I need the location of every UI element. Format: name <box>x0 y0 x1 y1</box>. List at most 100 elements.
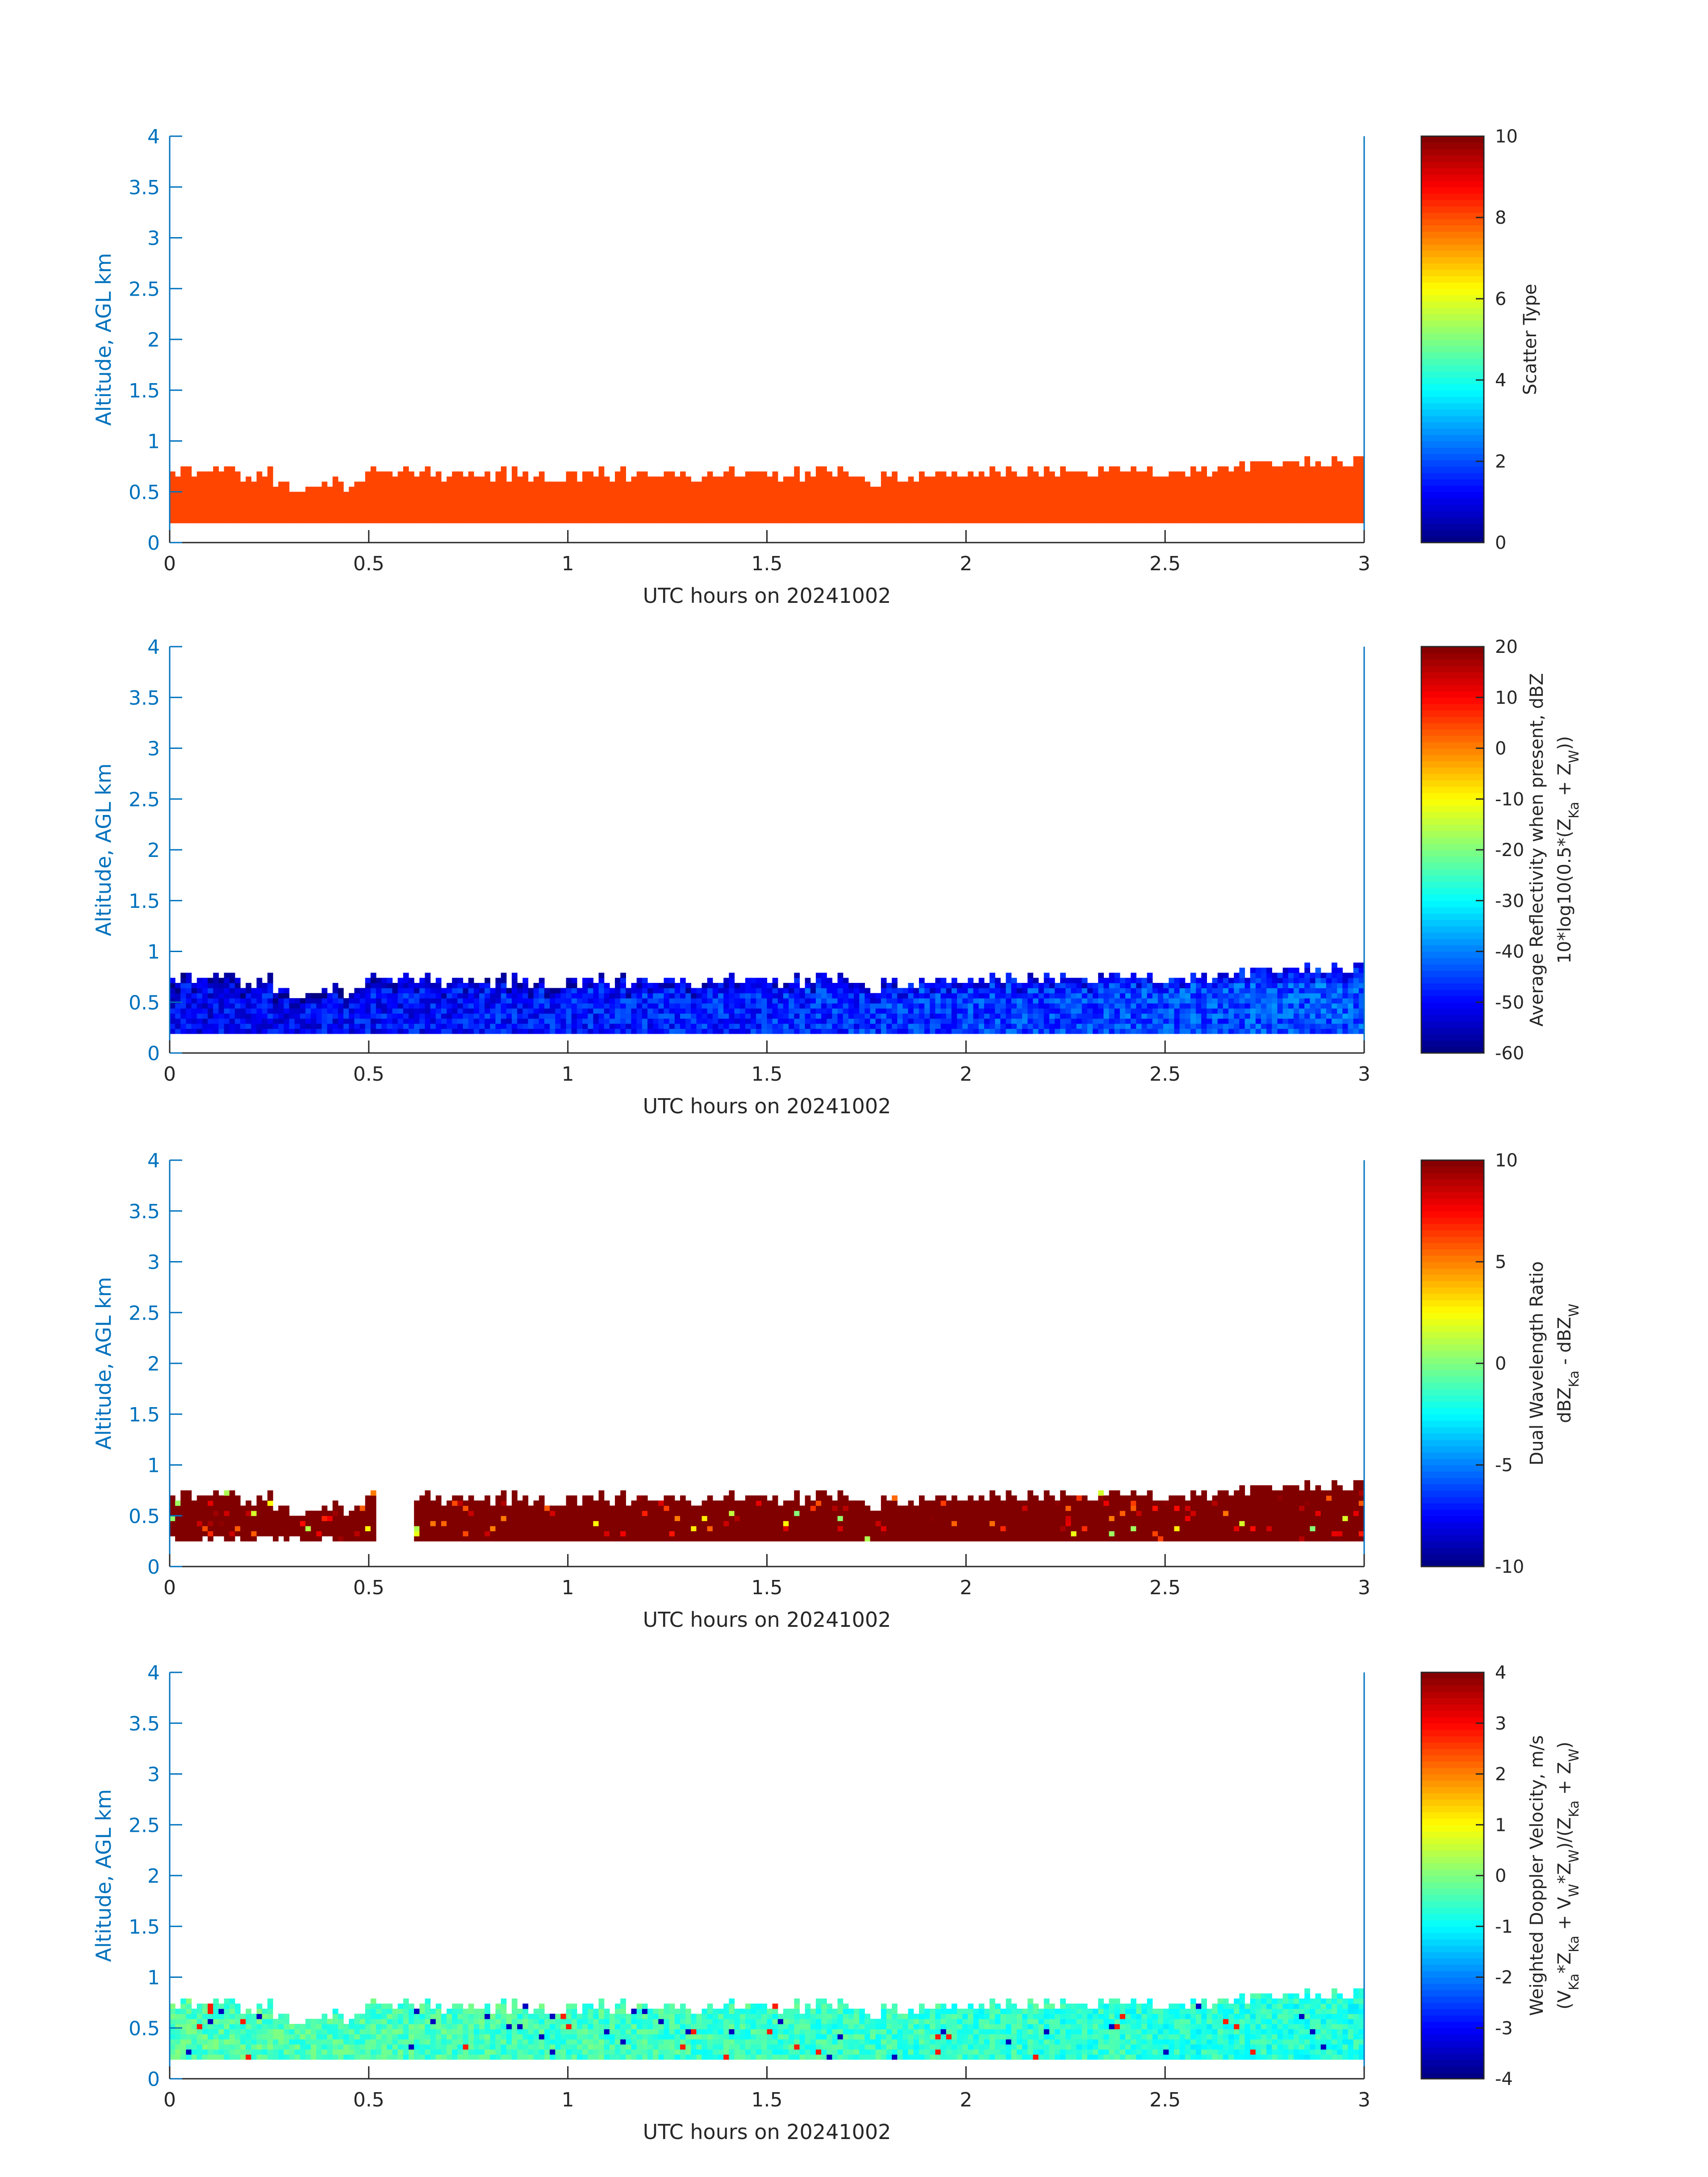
data-cell <box>332 1510 338 1516</box>
data-cell <box>218 1505 225 1511</box>
colorbar-step <box>1421 926 1484 933</box>
data-cell <box>566 1008 572 1014</box>
data-cell <box>576 1516 583 1521</box>
data-cell <box>1320 1531 1327 1537</box>
data-cell <box>338 1008 344 1014</box>
data-cell <box>1293 988 1299 994</box>
colorbar-step <box>1421 1192 1484 1199</box>
data-cell <box>343 1526 349 1531</box>
scatter-cell <box>1027 466 1033 523</box>
data-cell <box>365 1500 371 1506</box>
data-cell <box>517 1013 523 1019</box>
data-cell <box>897 1018 903 1024</box>
data-cell <box>1234 998 1240 1004</box>
data-cell <box>256 1013 263 1019</box>
data-cell <box>1332 1521 1337 1526</box>
data-cell <box>186 1536 192 1542</box>
data-cell <box>751 1505 756 1511</box>
data-cell <box>978 978 985 983</box>
data-cell <box>229 1500 235 1506</box>
data-cell <box>1125 1008 1131 1014</box>
data-cell <box>213 1516 219 1521</box>
data-cell <box>745 1505 751 1511</box>
data-cell <box>1082 993 1088 999</box>
data-cell <box>202 2024 208 2030</box>
data-cell <box>940 1013 947 1019</box>
data-cell <box>1006 988 1012 994</box>
data-cell <box>1239 993 1245 999</box>
data-cell <box>196 1505 203 1511</box>
data-cell <box>1244 993 1251 999</box>
data-cell <box>1196 983 1202 988</box>
data-cell <box>1277 993 1283 999</box>
data-cell <box>224 1998 230 2004</box>
scatter-cell <box>544 481 550 523</box>
data-cell <box>175 2049 181 2055</box>
data-cell <box>1353 1490 1359 1496</box>
data-cell <box>262 1531 268 1537</box>
data-cell <box>387 1028 393 1034</box>
data-cell <box>897 1013 903 1019</box>
data-cell <box>1320 988 1327 994</box>
data-cell <box>1109 1500 1115 1506</box>
colorbar-step <box>1421 1414 1484 1421</box>
data-cell <box>170 1028 175 1034</box>
data-cell <box>365 1028 371 1034</box>
data-cell <box>229 1008 235 1014</box>
data-cell <box>745 1024 751 1029</box>
data-cell <box>751 1018 756 1024</box>
data-cell <box>680 1018 686 1024</box>
data-cell <box>837 993 844 999</box>
data-cell <box>1337 967 1343 973</box>
data-cell <box>544 1003 550 1009</box>
data-cell <box>484 1495 490 1501</box>
data-cell <box>598 1521 605 1526</box>
data-cell <box>1266 1505 1272 1511</box>
data-cell <box>1234 1013 1240 1019</box>
scatter-cell <box>397 471 404 523</box>
data-cell <box>1244 1531 1251 1537</box>
data-cell <box>284 1521 290 1526</box>
data-cell <box>1125 998 1131 1004</box>
data-cell <box>349 1531 355 1537</box>
data-cell <box>278 998 284 1004</box>
data-cell <box>273 1024 279 1029</box>
data-cell <box>1169 993 1175 999</box>
data-cell <box>1049 1008 1055 1014</box>
data-cell <box>1087 993 1093 999</box>
data-cell <box>1288 1008 1294 1014</box>
data-cell <box>1131 1024 1136 1029</box>
data-cell <box>463 1516 469 1521</box>
data-cell <box>1093 988 1098 994</box>
colorbar-step <box>1421 1274 1484 1281</box>
data-cell <box>848 1536 854 1542</box>
data-cell <box>1011 988 1017 994</box>
data-cell <box>859 983 865 988</box>
data-cell <box>175 2024 181 2030</box>
data-cell <box>702 988 708 994</box>
data-cell <box>365 1008 371 1014</box>
data-cell <box>1141 1028 1148 1034</box>
data-cell <box>202 2003 208 2009</box>
data-cell <box>588 1024 594 1029</box>
data-cell <box>636 1018 643 1024</box>
data-cell <box>381 1013 387 1019</box>
data-cell <box>246 1536 251 1542</box>
data-cell <box>229 1495 235 1501</box>
data-cell <box>522 983 529 988</box>
data-cell <box>1011 1505 1017 1511</box>
data-cell <box>191 1536 197 1542</box>
data-cell <box>196 2009 203 2014</box>
data-cell <box>702 998 708 1004</box>
data-cell <box>598 1024 605 1029</box>
data-cell <box>919 988 925 994</box>
scatter-cell <box>463 476 469 523</box>
data-cell <box>739 1510 746 1516</box>
data-cell <box>267 1495 273 1501</box>
data-cell <box>1201 1008 1207 1014</box>
data-cell <box>1060 983 1066 988</box>
data-cell <box>522 1028 529 1034</box>
data-cell <box>1255 993 1261 999</box>
data-cell <box>1353 1505 1359 1511</box>
data-cell <box>886 1003 892 1009</box>
